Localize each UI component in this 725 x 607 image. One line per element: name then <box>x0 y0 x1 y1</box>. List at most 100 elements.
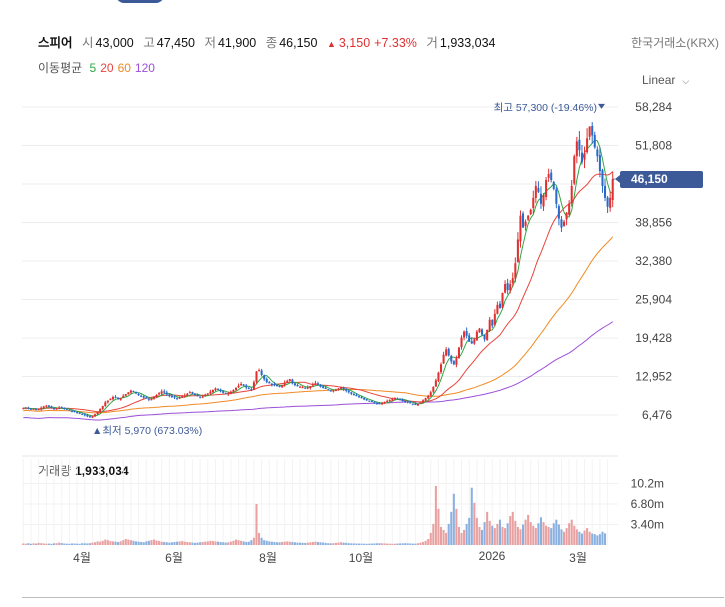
candle-body <box>470 341 473 344</box>
candle-body <box>268 382 271 384</box>
ma-period-5[interactable]: 5 <box>89 61 97 75</box>
candle-body <box>58 407 61 410</box>
volume-bar <box>557 524 560 545</box>
candle <box>450 354 453 364</box>
candle-body <box>222 390 225 393</box>
candle <box>150 398 153 401</box>
candle-body <box>439 364 443 373</box>
candle-body <box>250 389 253 391</box>
candle-body <box>460 337 463 348</box>
candle <box>60 406 63 409</box>
candle <box>178 396 181 400</box>
candle-body <box>424 398 427 401</box>
volume-bar <box>406 543 409 545</box>
candle-body <box>586 138 589 153</box>
candle-body <box>452 360 455 365</box>
candle <box>578 131 581 157</box>
active-tab-indicator[interactable] <box>116 0 164 3</box>
candle-body <box>578 139 581 151</box>
candle-body <box>173 396 176 398</box>
price-chart[interactable]: 58,284 51,808 38,856 32,380 25,904 19,428 12,9… <box>0 90 725 450</box>
candle <box>201 394 204 399</box>
candle-body <box>211 389 214 393</box>
candle-body <box>191 392 194 394</box>
candle <box>94 413 97 418</box>
candle-body <box>368 400 371 402</box>
candle-body <box>270 383 273 385</box>
candle <box>334 388 337 392</box>
volume-bar <box>232 540 235 545</box>
candle-body <box>342 387 345 390</box>
volume-bar <box>47 543 50 545</box>
volume-bar <box>439 526 443 545</box>
candle <box>58 405 61 410</box>
candle-body <box>591 126 594 136</box>
scale-selector[interactable]: Linear ⌵ <box>642 73 689 87</box>
candle-body <box>50 406 53 409</box>
volume-bar <box>552 523 555 545</box>
candle <box>360 395 363 399</box>
y-tick-label: 38,856 <box>635 216 672 230</box>
volume-label: 거 <box>426 36 438 50</box>
candle-body <box>91 416 94 418</box>
volume-bar <box>306 542 309 545</box>
volume-bar <box>437 508 440 545</box>
ma-period-120[interactable]: 120 <box>134 61 155 75</box>
candle-body <box>304 387 307 389</box>
candle <box>591 122 594 144</box>
candle-body <box>478 328 481 333</box>
candle <box>209 389 212 395</box>
candle <box>155 394 158 398</box>
ma-period-20[interactable]: 20 <box>100 61 114 75</box>
candle <box>119 397 122 401</box>
candle <box>278 384 281 388</box>
volume-bar <box>275 542 279 545</box>
candle <box>539 186 542 209</box>
candle <box>486 329 489 341</box>
candle <box>470 337 473 344</box>
candle <box>117 397 120 400</box>
ma-period-60[interactable]: 60 <box>117 61 131 75</box>
candle-body <box>496 304 499 314</box>
x-tick-label: 2026 <box>478 549 506 563</box>
volume-bar <box>65 543 68 545</box>
low-label: 저 <box>204 36 216 50</box>
volume-bar <box>473 502 476 545</box>
candle <box>114 395 117 399</box>
volume-bar <box>498 519 501 545</box>
volume-bar <box>404 543 407 545</box>
candle <box>568 200 571 216</box>
candle-body <box>209 391 212 394</box>
candle <box>424 397 427 402</box>
candle-body <box>486 329 489 341</box>
candle <box>35 408 38 411</box>
candle <box>309 386 312 390</box>
volume-bar <box>42 543 45 545</box>
candle-body <box>122 395 125 398</box>
candle <box>463 330 466 341</box>
volume-bar <box>537 523 540 545</box>
volume-bar <box>173 541 176 545</box>
candle <box>99 408 102 414</box>
volume-bar <box>509 516 512 545</box>
candle <box>565 212 568 226</box>
candle <box>345 388 348 393</box>
candle <box>78 412 81 414</box>
candle-body <box>329 390 332 392</box>
candle <box>521 211 525 228</box>
open-value: 43,000 <box>95 36 134 50</box>
candle-body <box>519 215 522 242</box>
candle <box>206 393 209 396</box>
candle <box>291 378 294 385</box>
candle-body <box>532 197 535 208</box>
candle-body <box>391 399 394 401</box>
candle-body <box>450 355 453 362</box>
x-tick-label: 4월 <box>73 551 91 565</box>
candle-body <box>480 329 484 335</box>
candle-body <box>55 408 58 410</box>
volume-bar <box>414 543 417 545</box>
candle-body <box>406 401 409 403</box>
volume-bar <box>137 541 140 545</box>
volume-chart[interactable]: 10.2m 6.80m 3.40m <box>0 455 725 550</box>
candle <box>357 395 361 398</box>
